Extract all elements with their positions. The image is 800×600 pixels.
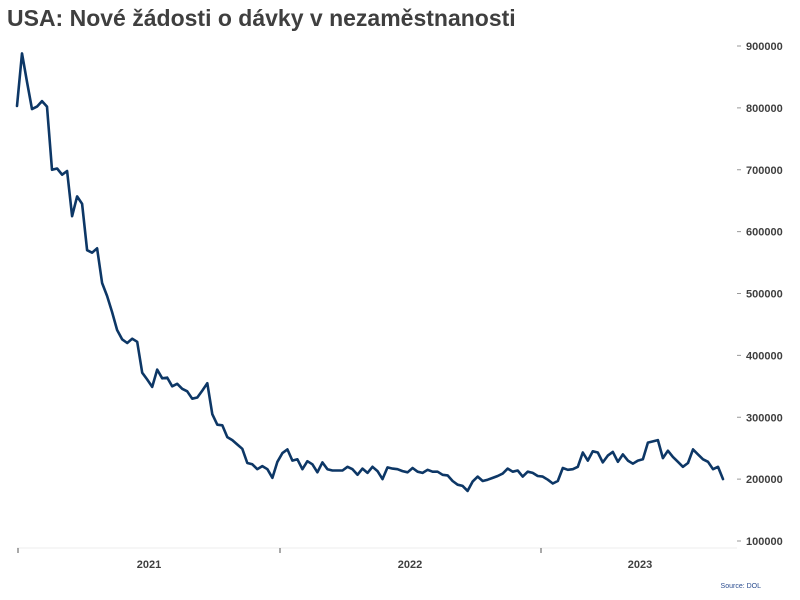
x-tick-label: 2023 — [628, 559, 652, 571]
y-axis: 900000 800000 700000 600000 500000 400000 3000… — [737, 41, 783, 548]
y-tick-label: 800000 — [746, 103, 783, 115]
y-tick-label: 900000 — [746, 41, 783, 53]
y-tick-label: 300000 — [746, 412, 783, 424]
source-note: Source: DOL — [720, 583, 761, 590]
x-axis: 2021 2022 2023 — [17, 548, 652, 571]
y-tick-label: 600000 — [746, 227, 783, 239]
x-tick-label: 2021 — [137, 559, 161, 571]
series-line — [15, 52, 725, 493]
y-tick-label: 100000 — [746, 536, 783, 548]
y-tick-label: 400000 — [746, 350, 783, 362]
y-tick-label: 200000 — [746, 474, 783, 486]
y-tick-label: 500000 — [746, 289, 783, 301]
x-tick-label: 2022 — [398, 559, 422, 571]
chart-title: USA: Nové žádosti o dávky v nezaměstnano… — [7, 5, 516, 31]
y-tick-label: 700000 — [746, 165, 783, 177]
